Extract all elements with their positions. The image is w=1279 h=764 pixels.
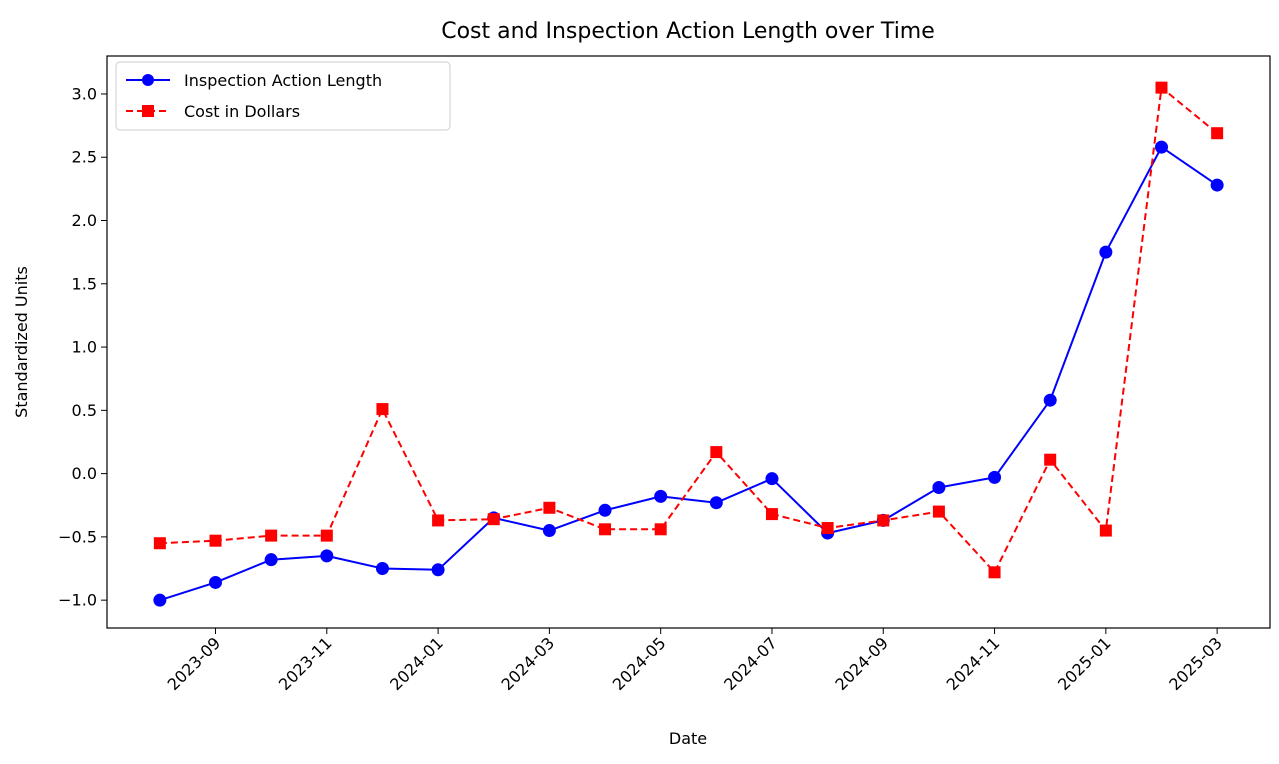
data-point — [209, 575, 223, 589]
data-point — [654, 489, 668, 503]
data-point — [599, 523, 612, 536]
series-line — [159, 86, 1218, 574]
data-point — [710, 446, 723, 459]
data-point — [654, 523, 667, 536]
y-tick-label: 0.5 — [72, 401, 97, 420]
data-point — [765, 508, 778, 521]
data-point — [1043, 393, 1057, 407]
legend-label-inspection: Inspection Action Length — [184, 71, 382, 90]
data-point — [709, 496, 723, 510]
legend-swatch-inspection-marker — [142, 74, 154, 86]
y-tick-label: 0.0 — [72, 464, 97, 483]
data-point — [932, 505, 945, 518]
plot-frame — [106, 55, 1271, 629]
data-point — [264, 553, 278, 567]
data-point — [1154, 140, 1168, 154]
data-point — [265, 529, 278, 542]
axes-layer: −1.0 −0.5 0.0 0.5 1.0 1.5 2.0 2.5 3.0 2023-09 2023… — [58, 84, 1226, 694]
data-point — [432, 514, 445, 527]
legend-entry-cost: Cost in Dollars — [126, 102, 300, 121]
x-tick-label: 2024-11 — [943, 633, 1004, 694]
series-layer — [153, 81, 1224, 607]
x-tick-label: 2024-05 — [609, 633, 670, 694]
legend-swatch-cost-marker — [142, 105, 154, 117]
data-point — [1211, 127, 1224, 140]
y-tick-label: −0.5 — [58, 527, 97, 546]
data-point — [542, 524, 556, 538]
x-axis-label: Date — [669, 729, 707, 748]
y-axis-label: Standardized Units — [12, 266, 31, 418]
data-point — [320, 549, 334, 563]
data-point — [376, 403, 389, 416]
series-cost-in-dollars — [153, 81, 1224, 579]
data-point — [1099, 524, 1112, 537]
data-point — [487, 513, 500, 526]
data-point — [1099, 245, 1113, 259]
x-tick-label: 2024-07 — [720, 633, 781, 694]
data-point — [598, 503, 612, 517]
data-point — [821, 522, 834, 535]
y-tick-label: 1.5 — [72, 274, 97, 293]
data-point — [431, 563, 445, 577]
y-tick-label: 1.0 — [72, 338, 97, 357]
legend: Inspection Action Length Cost in Dollars — [115, 61, 451, 131]
data-point — [209, 534, 222, 547]
x-tick-label: 2024-09 — [831, 633, 892, 694]
series-inspection-action-length — [153, 140, 1224, 607]
data-point — [1044, 453, 1057, 466]
data-point — [765, 472, 779, 486]
data-point — [877, 514, 890, 527]
x-tick-label: 2024-01 — [386, 633, 447, 694]
data-point — [543, 501, 556, 514]
legend-entry-inspection: Inspection Action Length — [126, 71, 382, 90]
x-tick-label: 2024-03 — [498, 633, 559, 694]
x-tick-label: 2025-03 — [1165, 633, 1226, 694]
x-tick-label: 2025-01 — [1054, 633, 1115, 694]
y-tick-label: 2.5 — [72, 148, 97, 167]
data-point — [1155, 81, 1168, 94]
series-line — [159, 146, 1218, 602]
data-point — [153, 537, 166, 550]
legend-box — [115, 61, 451, 131]
data-point — [932, 481, 946, 495]
y-tick-label: 2.0 — [72, 211, 97, 230]
y-tick-label: 3.0 — [72, 84, 97, 103]
x-tick-label: 2023-11 — [275, 633, 336, 694]
data-point — [988, 566, 1001, 579]
data-point — [988, 470, 1002, 484]
legend-label-cost: Cost in Dollars — [184, 102, 300, 121]
data-point — [375, 562, 389, 576]
x-tick-label: 2023-09 — [164, 633, 225, 694]
data-point — [1210, 178, 1224, 192]
data-point — [320, 529, 333, 542]
y-tick-label: −1.0 — [58, 591, 97, 610]
chart-title: Cost and Inspection Action Length over T… — [441, 19, 935, 44]
data-point — [153, 593, 167, 607]
